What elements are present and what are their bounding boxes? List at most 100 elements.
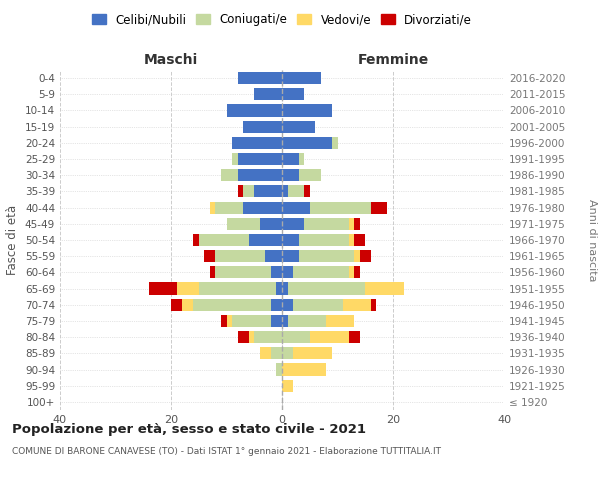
Bar [304, 218, 349, 230]
Bar [215, 250, 265, 262]
Bar [210, 266, 215, 278]
Bar [360, 250, 371, 262]
Bar [282, 348, 293, 360]
Bar [282, 364, 326, 376]
Bar [282, 202, 310, 213]
Bar [282, 380, 293, 392]
Bar [182, 298, 193, 311]
Bar [282, 88, 304, 101]
Bar [354, 266, 360, 278]
Bar [326, 315, 354, 327]
Bar [171, 298, 182, 311]
Bar [282, 266, 293, 278]
Bar [354, 218, 360, 230]
Bar [277, 282, 282, 294]
Bar [282, 282, 287, 294]
Bar [282, 72, 321, 84]
Bar [349, 331, 360, 343]
Bar [215, 202, 243, 213]
Bar [299, 153, 304, 165]
Bar [232, 315, 271, 327]
Bar [282, 315, 287, 327]
Bar [254, 331, 282, 343]
Bar [227, 218, 260, 230]
Bar [371, 298, 376, 311]
Bar [238, 169, 282, 181]
Bar [282, 298, 293, 311]
Bar [310, 202, 371, 213]
Bar [299, 234, 349, 246]
Bar [232, 153, 238, 165]
Bar [293, 266, 349, 278]
Bar [310, 331, 349, 343]
Bar [282, 218, 304, 230]
Bar [282, 186, 287, 198]
Bar [254, 186, 282, 198]
Text: COMUNE DI BARONE CANAVESE (TO) - Dati ISTAT 1° gennaio 2021 - Elaborazione TUTTI: COMUNE DI BARONE CANAVESE (TO) - Dati IS… [12, 448, 441, 456]
Bar [349, 266, 354, 278]
Bar [215, 266, 271, 278]
Bar [282, 104, 332, 117]
Bar [232, 137, 282, 149]
Bar [287, 186, 304, 198]
Bar [271, 298, 282, 311]
Bar [282, 137, 332, 149]
Bar [271, 266, 282, 278]
Bar [260, 218, 282, 230]
Bar [271, 315, 282, 327]
Bar [365, 282, 404, 294]
Bar [354, 250, 360, 262]
Bar [271, 348, 282, 360]
Bar [343, 298, 371, 311]
Bar [227, 104, 282, 117]
Bar [282, 153, 299, 165]
Bar [243, 120, 282, 132]
Y-axis label: Fasce di età: Fasce di età [7, 205, 19, 275]
Bar [260, 348, 271, 360]
Bar [371, 202, 388, 213]
Bar [277, 364, 282, 376]
Bar [249, 331, 254, 343]
Bar [199, 282, 277, 294]
Bar [287, 315, 326, 327]
Bar [238, 186, 243, 198]
Bar [221, 169, 238, 181]
Bar [238, 331, 249, 343]
Bar [304, 186, 310, 198]
Bar [221, 315, 227, 327]
Bar [199, 234, 249, 246]
Bar [349, 234, 354, 246]
Text: Popolazione per età, sesso e stato civile - 2021: Popolazione per età, sesso e stato civil… [12, 422, 366, 436]
Bar [265, 250, 282, 262]
Bar [282, 234, 299, 246]
Legend: Celibi/Nubili, Coniugati/e, Vedovi/e, Divorziati/e: Celibi/Nubili, Coniugati/e, Vedovi/e, Di… [87, 8, 477, 31]
Bar [238, 153, 282, 165]
Bar [249, 234, 282, 246]
Bar [210, 202, 215, 213]
Bar [293, 348, 332, 360]
Bar [282, 250, 299, 262]
Text: Femmine: Femmine [358, 53, 428, 67]
Bar [332, 137, 337, 149]
Bar [227, 315, 232, 327]
Text: Anni di nascita: Anni di nascita [587, 198, 597, 281]
Bar [193, 234, 199, 246]
Bar [299, 250, 354, 262]
Bar [282, 169, 299, 181]
Bar [243, 202, 282, 213]
Bar [299, 169, 321, 181]
Bar [282, 331, 310, 343]
Bar [293, 298, 343, 311]
Bar [193, 298, 271, 311]
Bar [238, 72, 282, 84]
Text: Maschi: Maschi [144, 53, 198, 67]
Bar [204, 250, 215, 262]
Bar [243, 186, 254, 198]
Bar [176, 282, 199, 294]
Bar [254, 88, 282, 101]
Bar [354, 234, 365, 246]
Bar [282, 120, 316, 132]
Bar [349, 218, 354, 230]
Bar [287, 282, 365, 294]
Bar [149, 282, 176, 294]
